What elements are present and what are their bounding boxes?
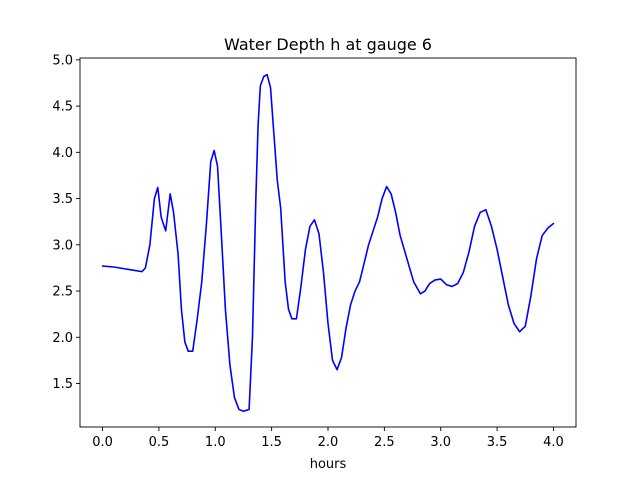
- chart-title: Water Depth h at gauge 6: [224, 35, 432, 54]
- y-tick-label: 3.0: [52, 238, 73, 253]
- x-tick-label: 3.5: [487, 435, 508, 450]
- y-tick-label: 1.5: [52, 377, 73, 392]
- y-axis: 1.5 2.0 2.5 3.0 3.5 4.0 4.5 5.0: [52, 53, 80, 392]
- y-tick-label: 5.0: [52, 53, 73, 68]
- x-tick-label: 2.5: [374, 435, 395, 450]
- x-tick-label: 0.0: [92, 435, 113, 450]
- plot-area: [79, 57, 577, 428]
- y-tick-label: 3.5: [52, 192, 73, 207]
- y-tick-label: 4.0: [52, 146, 73, 161]
- x-tick-label: 3.0: [430, 435, 451, 450]
- x-tick-label: 0.5: [149, 435, 170, 450]
- series-line-0: [101, 73, 555, 413]
- y-tick-label: 2.0: [52, 331, 73, 346]
- x-axis-label: hours: [310, 457, 347, 472]
- y-tick-label: 4.5: [52, 100, 73, 115]
- x-tick-label: 4.0: [543, 435, 564, 450]
- x-tick-label: 1.5: [261, 435, 282, 450]
- x-tick-label: 2.0: [318, 435, 339, 450]
- x-tick-label: 1.0: [205, 435, 226, 450]
- x-axis: 0.0 0.5 1.0 1.5 2.0 2.5 3.0 3.5 4.0: [92, 427, 564, 450]
- y-tick-label: 2.5: [52, 285, 73, 300]
- axes-frame: [79, 57, 577, 428]
